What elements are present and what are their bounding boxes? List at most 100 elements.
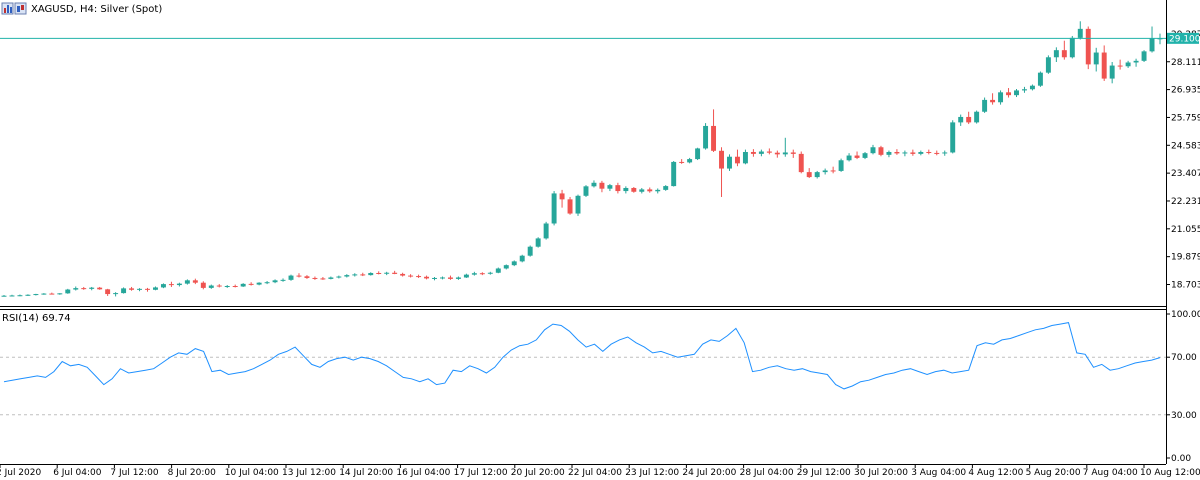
candle-body <box>591 182 597 187</box>
candle-body <box>918 151 924 154</box>
time-axis: 2 Jul 2020 6 Jul 04:00 7 Jul 12:00 8 Jul 20… <box>0 464 1200 478</box>
candle-body <box>376 272 382 274</box>
candle-body <box>304 276 310 278</box>
chart-header: XAGUSD, H4: Silver (Spot) <box>1 2 162 15</box>
candle-body <box>551 193 557 224</box>
candle-body <box>400 273 406 276</box>
current-price-label: 29.100 <box>1169 34 1200 44</box>
candle-body <box>734 156 740 164</box>
time-tick-label: 17 Jul 12:00 <box>454 468 508 478</box>
rsi-axis: 100.00 70.00 30.00 0.00 <box>1166 310 1200 464</box>
candle-body <box>663 186 669 190</box>
candle-body <box>447 277 453 279</box>
candle-body <box>463 274 469 278</box>
bar-chart-icon[interactable] <box>1 2 14 15</box>
candle-body <box>798 153 804 173</box>
candle-body <box>886 151 892 155</box>
candle-body <box>671 161 677 187</box>
time-tick-label: 7 Jul 12:00 <box>110 468 159 478</box>
candle-body <box>1045 57 1051 73</box>
candle-body <box>384 272 390 274</box>
candle-body <box>33 294 39 296</box>
candle-body <box>679 161 685 163</box>
candle-body <box>1014 90 1019 96</box>
candle-body <box>631 187 637 192</box>
time-tick-label: 29 Jul 12:00 <box>797 468 851 478</box>
candle-body <box>153 287 158 290</box>
candle-body <box>328 277 334 279</box>
candle-body <box>1085 28 1091 65</box>
candle-body <box>41 293 47 295</box>
candle-body <box>878 147 884 155</box>
candle-body <box>854 155 860 158</box>
candle-body <box>902 152 908 154</box>
candle-body <box>503 265 509 269</box>
time-tick-label: 28 Jul 04:00 <box>740 468 794 478</box>
candle-body <box>774 152 780 155</box>
time-tick-label: 22 Jul 04:00 <box>568 468 622 478</box>
time-tick-label: 16 Jul 04:00 <box>396 468 450 478</box>
candle-body <box>479 273 485 275</box>
candle-body <box>1125 62 1131 67</box>
candle-body <box>846 155 852 161</box>
candle-body <box>974 111 980 123</box>
candle-body <box>934 152 940 154</box>
candle-body <box>958 116 964 123</box>
candle-body <box>758 151 764 154</box>
rsi-tick-label: 70.00 <box>1171 353 1197 363</box>
candle-body <box>862 153 868 158</box>
candle-body <box>455 277 461 279</box>
price-tick-label: 21.055 <box>1171 225 1200 235</box>
time-tick-label: 23 Jul 12:00 <box>625 468 679 478</box>
candle-body <box>583 186 589 196</box>
candle-body <box>360 274 366 276</box>
candle-body <box>1021 89 1027 91</box>
candle-body <box>687 159 693 163</box>
candle-body <box>192 280 198 283</box>
time-tick-label: 3 Aug 04:00 <box>911 468 966 478</box>
candle-body <box>910 152 916 154</box>
chart-title: XAGUSD, H4: Silver (Spot) <box>31 4 162 15</box>
candle-body <box>336 276 342 278</box>
candle-body <box>487 272 493 274</box>
candle-body <box>25 294 31 296</box>
candle-body <box>216 285 222 287</box>
candle-body <box>105 289 111 295</box>
candle-body <box>344 275 350 277</box>
candle-body <box>17 295 23 297</box>
candle-body <box>280 279 286 281</box>
candle-body <box>1141 51 1147 61</box>
candle-body <box>926 151 932 153</box>
price-tick-label: 28.111 <box>1171 58 1200 68</box>
candle-body <box>264 282 270 284</box>
candle-body <box>208 285 214 288</box>
candle-body <box>440 277 445 279</box>
candle-body <box>527 246 533 256</box>
candle-chart-icon[interactable] <box>14 2 27 15</box>
time-tick-label: 2 Jul 2020 <box>0 468 41 478</box>
price-tick-label: 23.407 <box>1171 169 1200 179</box>
candle-body <box>1 295 7 297</box>
candle-body <box>894 151 900 154</box>
candle-body <box>647 189 653 192</box>
candle-body <box>129 288 135 290</box>
candle-body <box>607 185 613 189</box>
candle-body <box>392 272 398 274</box>
candle-body <box>599 182 605 189</box>
price-tick-label: 22.231 <box>1171 197 1200 207</box>
candle-body <box>113 293 119 295</box>
candle-body <box>830 170 836 172</box>
candle-body <box>695 148 701 160</box>
time-tick-label: 10 Aug 12:00 <box>1140 468 1200 478</box>
candle-body <box>567 199 573 214</box>
candle-body <box>543 223 549 239</box>
candle-body <box>256 282 262 285</box>
candle-body <box>320 278 326 280</box>
rsi-tick-label: 100.00 <box>1171 310 1200 320</box>
candle-body <box>471 273 477 275</box>
candle-body <box>232 286 238 288</box>
candle-body <box>1117 65 1123 67</box>
rsi-line <box>3 322 1161 390</box>
candle-body <box>838 160 844 171</box>
